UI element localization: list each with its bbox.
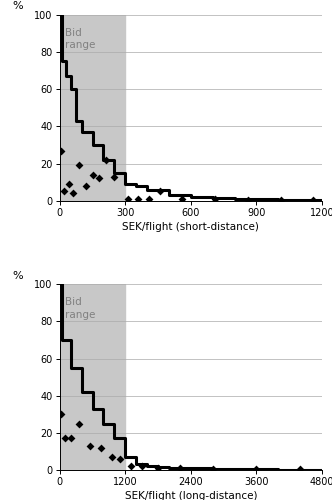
X-axis label: SEK/flight (short-distance): SEK/flight (short-distance) bbox=[123, 222, 259, 232]
Point bbox=[139, 462, 144, 470]
Point bbox=[70, 190, 76, 198]
Text: %: % bbox=[13, 270, 23, 280]
Point bbox=[117, 455, 123, 463]
Point bbox=[90, 170, 95, 178]
Point bbox=[212, 195, 217, 203]
Point bbox=[58, 410, 64, 418]
Point bbox=[66, 180, 71, 188]
Point bbox=[177, 464, 183, 472]
Point bbox=[77, 162, 82, 170]
Point bbox=[278, 196, 283, 204]
Text: %: % bbox=[13, 2, 23, 12]
Point bbox=[210, 465, 215, 473]
Bar bbox=[60, 15, 125, 200]
Point bbox=[61, 188, 67, 196]
Point bbox=[147, 195, 152, 203]
Point bbox=[158, 188, 163, 196]
Point bbox=[76, 420, 82, 428]
Point bbox=[125, 195, 130, 203]
Point bbox=[254, 465, 259, 473]
Point bbox=[98, 444, 103, 452]
Point bbox=[136, 195, 141, 203]
Point bbox=[62, 434, 68, 442]
Point bbox=[180, 195, 185, 203]
Point bbox=[103, 156, 108, 164]
Point bbox=[245, 196, 250, 204]
Point bbox=[311, 196, 316, 204]
Point bbox=[83, 182, 89, 190]
Bar bbox=[60, 284, 125, 470]
Point bbox=[297, 465, 303, 473]
Text: Bid
range: Bid range bbox=[65, 28, 95, 50]
Point bbox=[155, 464, 161, 472]
Point bbox=[68, 434, 73, 442]
Point bbox=[58, 146, 63, 154]
Text: Bid
range: Bid range bbox=[65, 298, 95, 320]
Point bbox=[97, 174, 102, 182]
Point bbox=[128, 462, 133, 470]
Point bbox=[109, 453, 114, 461]
Point bbox=[87, 442, 93, 450]
Point bbox=[112, 172, 117, 180]
X-axis label: SEK/flight (long-distance): SEK/flight (long-distance) bbox=[124, 491, 257, 500]
